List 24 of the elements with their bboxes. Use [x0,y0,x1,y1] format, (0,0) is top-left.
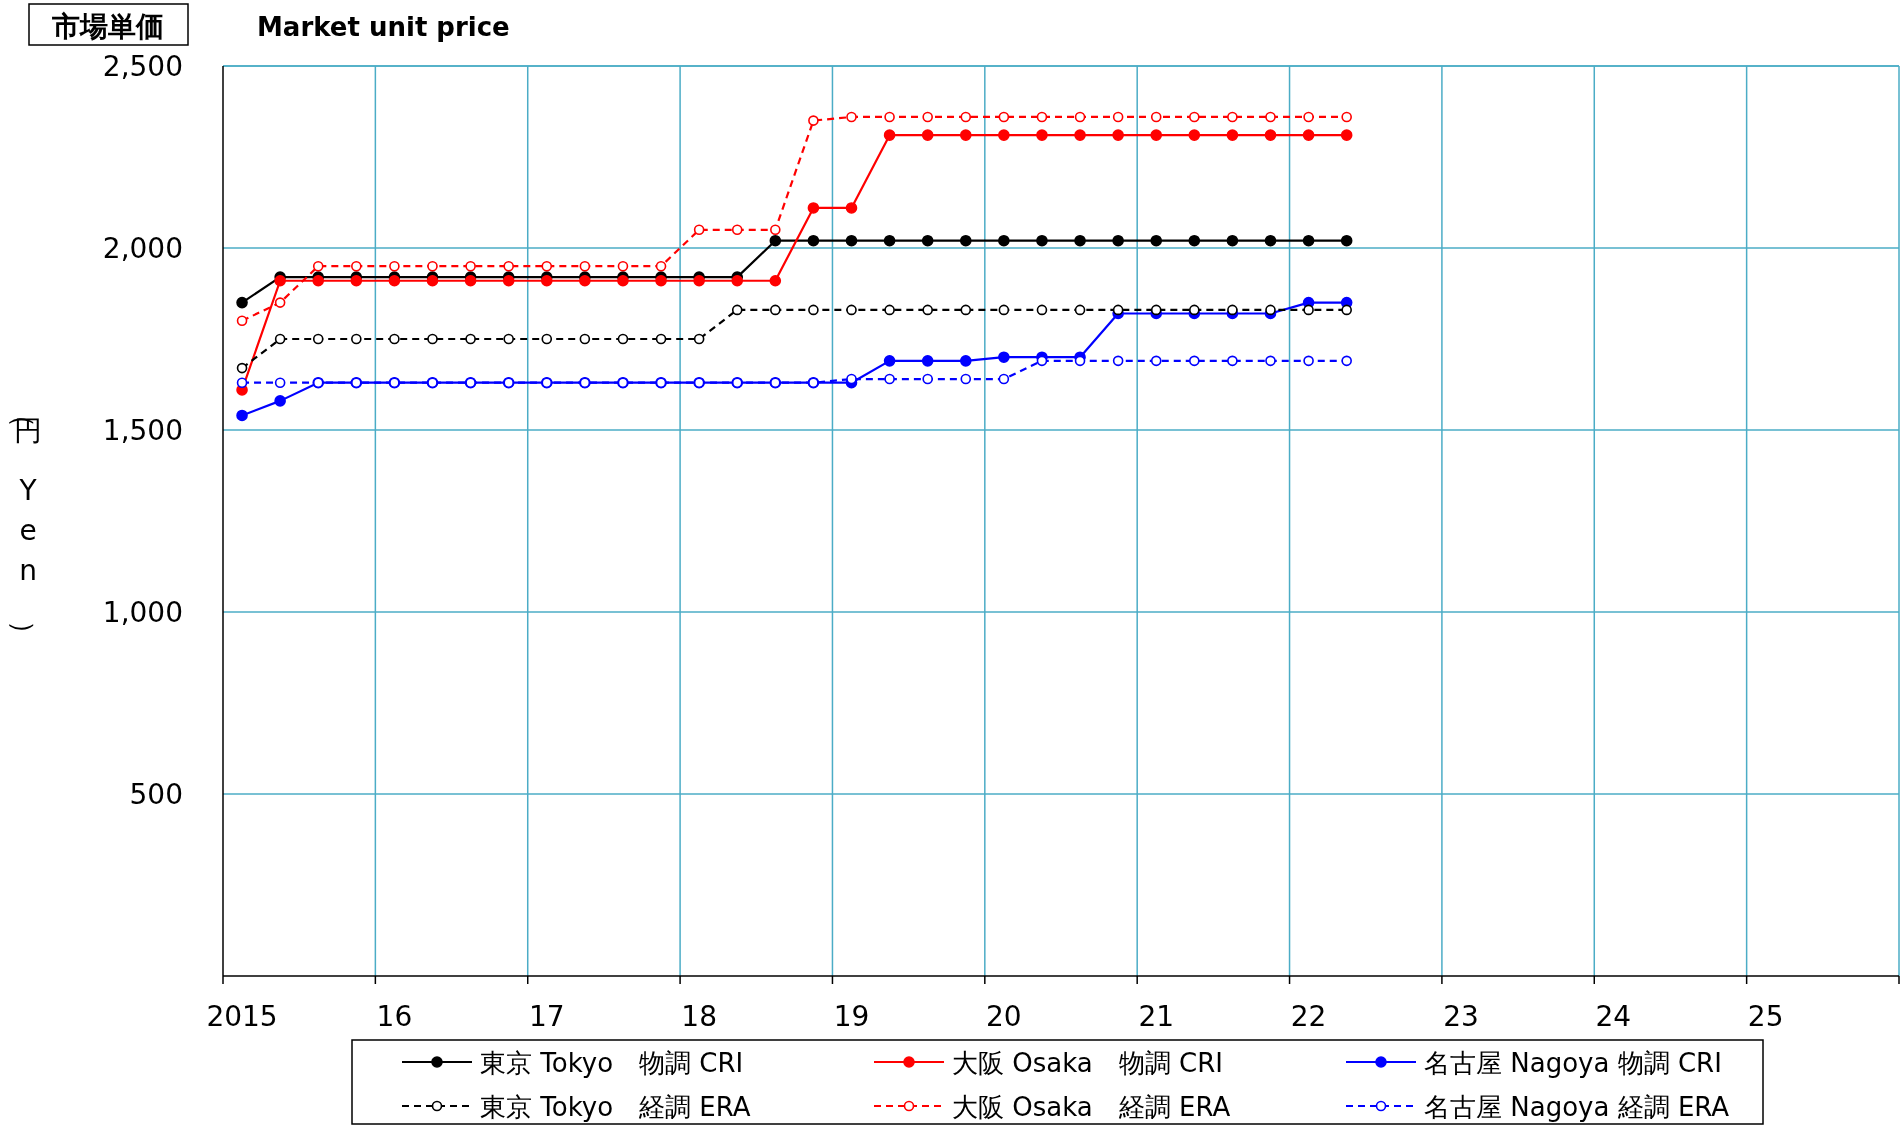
chart-title: 市場単価 [51,10,164,43]
x-tick-label: 21 [1138,1000,1175,1033]
x-tick-label: 19 [833,1000,870,1033]
x-tick-label: 17 [528,1000,565,1033]
legend-label: 大阪 Osaka 経調 ERA [952,1092,1231,1122]
legend-label: 名古屋 Nagoya 物調 CRI [1424,1048,1722,1078]
x-tick-label: 23 [1443,1000,1479,1033]
legend-label: 大阪 Osaka 物調 CRI [952,1048,1223,1078]
x-tick-label: 2015 [206,1000,278,1033]
legend-label: 東京 Tokyo 物調 CRI [480,1048,744,1078]
x-tick-label: 18 [681,1000,717,1033]
x-tick-label: 24 [1595,1000,1632,1033]
y-tick-label: 2,000 [102,232,183,265]
legend-label: 東京 Tokyo 経調 ERA [480,1092,751,1122]
y-tick-label: 500 [129,778,183,811]
y-tick-label: 2,500 [102,50,183,83]
x-tick-label: 16 [376,1000,413,1033]
y-tick-label: 1,500 [102,414,183,447]
x-tick-label: 22 [1290,1000,1327,1033]
chart-subtitle: Market unit price [257,12,510,42]
y-tick-label: 1,000 [102,596,183,629]
x-tick-label: 20 [986,1000,1022,1033]
legend-label: 名古屋 Nagoya 経調 ERA [1424,1092,1730,1122]
x-tick-label: 25 [1747,1000,1784,1033]
